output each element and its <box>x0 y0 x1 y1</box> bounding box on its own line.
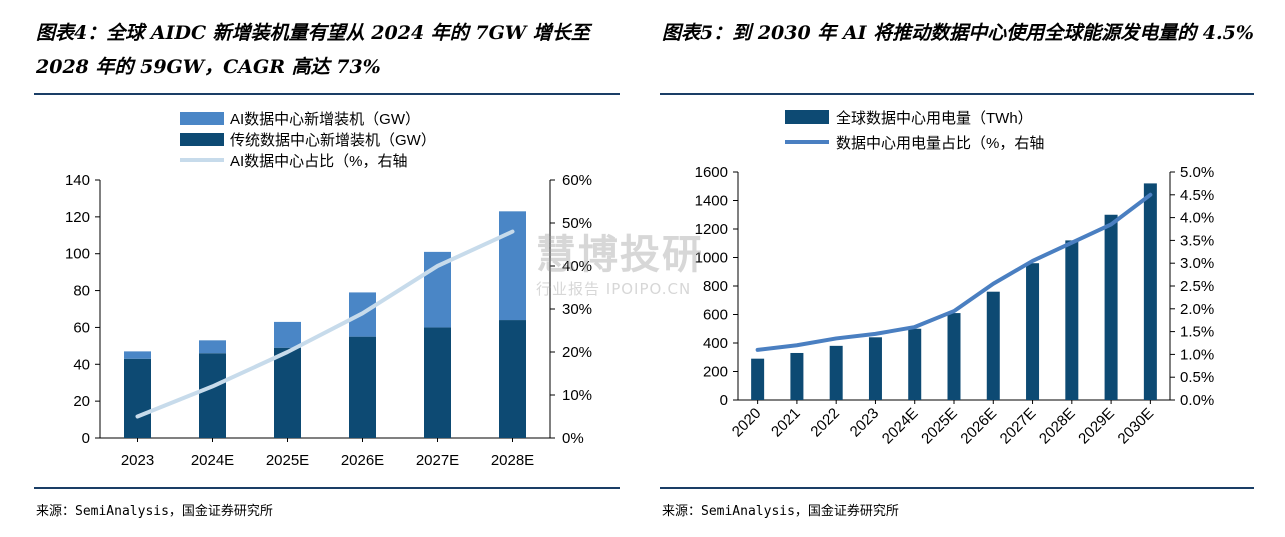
right-chart-title: 图表5：到 2030 年 AI 将推动数据中心使用全球能源发电量的 4.5% <box>662 22 1254 44</box>
bar-usage-2027E <box>1026 263 1040 400</box>
x-tick-label: 2028E <box>1036 405 1079 448</box>
bar-usage-2028E <box>1065 240 1079 400</box>
left-stacked-bar-chart: 0 20 40 60 80 100 120 140 0% 10% 20% 30% 40% 50% 60% 20… <box>65 111 592 469</box>
x-tick-label: 2024E <box>879 405 922 448</box>
x-tick-label: 2022 <box>807 405 843 441</box>
y2-tick-label: 4.5% <box>1180 187 1214 204</box>
y2-tick-label: 2.5% <box>1180 278 1214 295</box>
y2-tick-label: 10% <box>562 387 592 404</box>
usage-share-line <box>755 192 1153 352</box>
bar-traditional-2023 <box>124 358 151 438</box>
x-tick-label: 2025E <box>918 405 961 448</box>
y2-tick-label: 0.0% <box>1180 392 1214 409</box>
x-tick-label: 2029E <box>1075 405 1118 448</box>
y2-tick-label: 2.0% <box>1180 301 1214 318</box>
left-bottom-rule <box>34 487 620 489</box>
y-tick-label: 100 <box>65 246 90 263</box>
y-tick-label: 140 <box>65 172 90 189</box>
bar-usage-2025E <box>947 313 961 400</box>
y-tick-label: 80 <box>73 283 90 300</box>
y2-tick-label: 4.0% <box>1180 210 1214 227</box>
x-tick-label: 2028E <box>491 452 534 469</box>
y-tick-label: 1200 <box>695 221 728 238</box>
right-top-rule <box>660 93 1254 95</box>
bar-usage-2023 <box>868 337 882 400</box>
bar-traditional-2028E <box>499 320 526 438</box>
y-tick-label: 20 <box>73 393 90 410</box>
bar-traditional-2025E <box>274 347 301 438</box>
y-tick-label: 40 <box>73 356 90 373</box>
left-chart-title: 图表4：全球 AIDC 新增装机量有望从 2024 年的 7GW 增长至 202… <box>36 22 590 78</box>
bar-usage-2022 <box>829 345 843 400</box>
x-tick-label: 2021 <box>768 405 804 441</box>
x-tick-label: 2027E <box>997 405 1040 448</box>
bar-usage-2024E <box>908 328 922 400</box>
y2-tick-label: 5.0% <box>1180 164 1214 181</box>
legend-label: 数据中心用电量占比（%，右轴 <box>836 135 1044 152</box>
bar-traditional-2024E <box>199 353 226 438</box>
x-tick-label: 2023 <box>847 405 883 441</box>
legend-label: AI数据中心占比（%，右轴 <box>230 153 408 170</box>
y2-tick-label: 3.5% <box>1180 232 1214 249</box>
right-bar-line-chart: 0 200 400 600 800 1000 1200 1400 1600 0.0% 0.5% 1.0… <box>695 109 1215 448</box>
x-tick-label: 2027E <box>416 452 459 469</box>
y-tick-label: 0 <box>82 430 90 447</box>
y-tick-label: 1400 <box>695 193 728 210</box>
ai-share-line <box>135 229 515 419</box>
y-tick-label: 60 <box>73 319 90 336</box>
y2-tick-label: 30% <box>562 301 592 318</box>
y2-tick-label: 1.5% <box>1180 324 1214 341</box>
x-tick-label: 2026E <box>957 405 1000 448</box>
bar-ai-2024E <box>199 340 226 354</box>
x-tick-label: 2020 <box>729 405 765 441</box>
y-tick-label: 800 <box>703 278 728 295</box>
y-tick-label: 1600 <box>695 164 728 181</box>
y2-tick-label: 20% <box>562 344 592 361</box>
left-top-rule <box>34 93 620 95</box>
y2-tick-label: 40% <box>562 258 592 275</box>
x-tick-label: 2025E <box>266 452 309 469</box>
legend-swatch-bar <box>180 133 224 146</box>
y2-tick-label: 60% <box>562 172 592 189</box>
bar-usage-2030E <box>1143 183 1157 400</box>
bar-traditional-2027E <box>424 327 451 438</box>
left-source-note: 来源：SemiAnalysis，国金证券研究所 <box>36 504 273 519</box>
bar-usage-2020 <box>751 358 765 400</box>
bar-traditional-2026E <box>349 336 376 438</box>
y2-tick-label: 1.0% <box>1180 346 1214 363</box>
x-tick-label: 2023 <box>121 452 154 469</box>
bar-usage-2029E <box>1104 214 1118 400</box>
legend-swatch-bar <box>785 110 829 124</box>
y-tick-label: 1000 <box>695 250 728 267</box>
x-tick-label: 2030E <box>1115 405 1158 448</box>
x-tick-label: 2024E <box>191 452 234 469</box>
bar-usage-2021 <box>790 352 804 400</box>
y-tick-label: 600 <box>703 307 728 324</box>
bar-usage-2026E <box>986 291 1000 400</box>
bar-ai-2023 <box>124 351 151 359</box>
y2-tick-label: 0% <box>562 430 584 447</box>
legend-label: 传统数据中心新增装机（GW） <box>230 132 436 149</box>
legend-label: AI数据中心新增装机（GW） <box>230 111 420 128</box>
y-tick-label: 400 <box>703 335 728 352</box>
x-tick-label: 2026E <box>341 452 384 469</box>
right-bottom-rule <box>660 487 1254 489</box>
y-tick-label: 0 <box>720 392 728 409</box>
y2-tick-label: 3.0% <box>1180 255 1214 272</box>
legend-swatch-bar <box>180 112 224 125</box>
y2-tick-label: 0.5% <box>1180 369 1214 386</box>
y-tick-label: 200 <box>703 364 728 381</box>
right-source-note: 来源：SemiAnalysis，国金证券研究所 <box>662 504 899 519</box>
y-tick-label: 120 <box>65 209 90 226</box>
y2-tick-label: 50% <box>562 215 592 232</box>
bar-ai-2028E <box>499 211 526 321</box>
legend-label: 全球数据中心用电量（TWh） <box>836 109 1033 127</box>
bar-ai-2025E <box>274 321 301 348</box>
